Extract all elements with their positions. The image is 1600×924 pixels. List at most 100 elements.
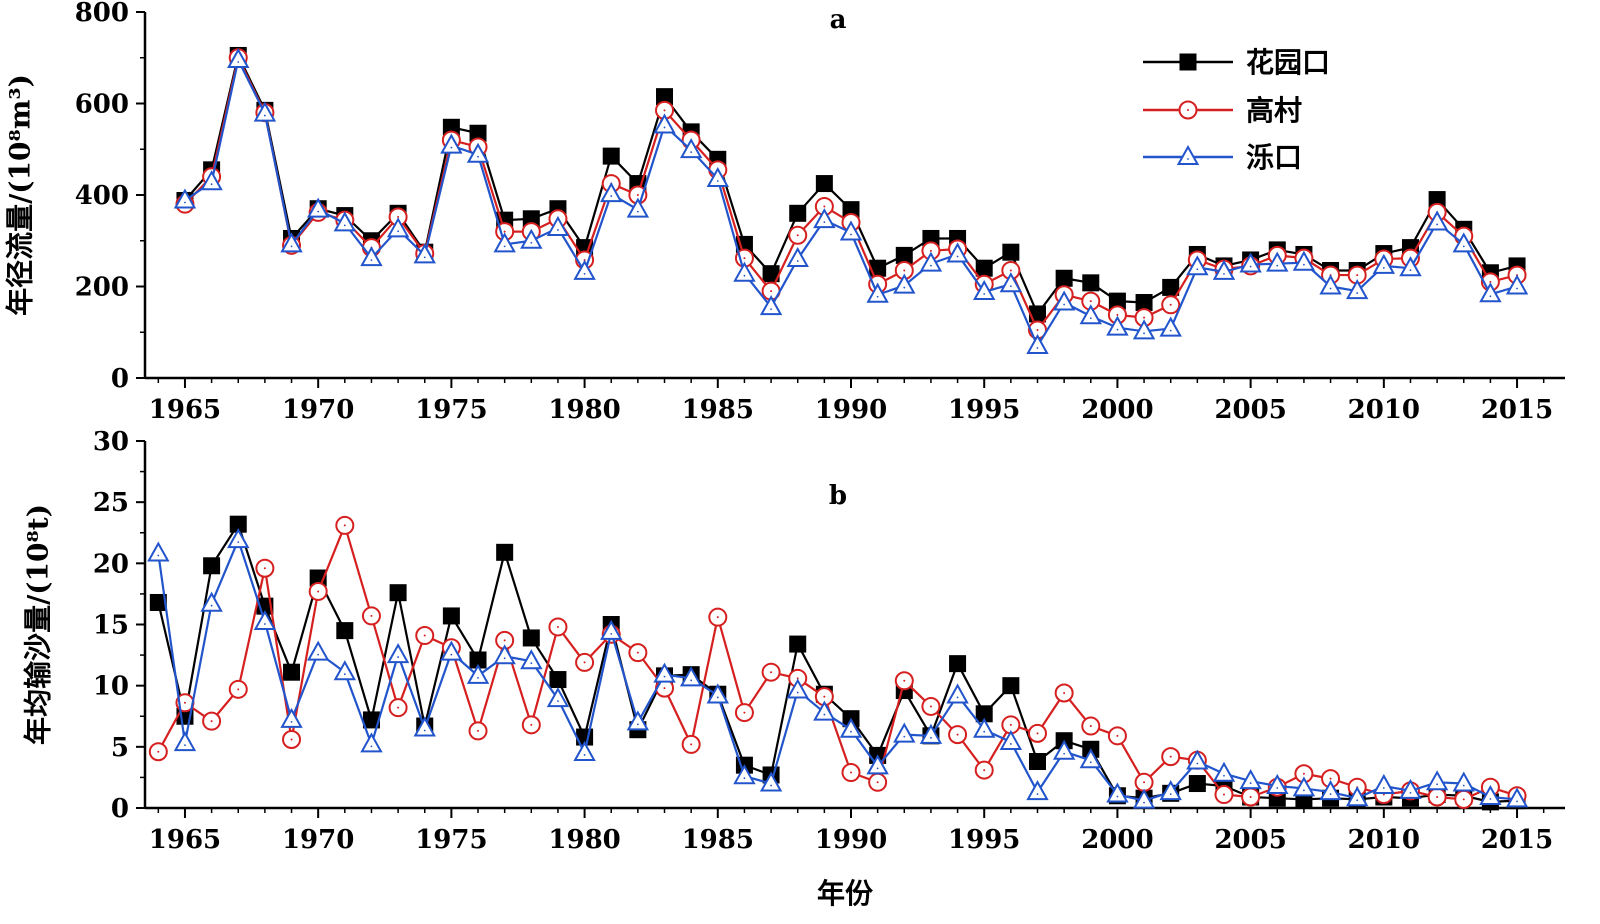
x-tick-label: 2000 <box>1081 825 1153 855</box>
data-point-triangle-48 <box>1425 770 1449 791</box>
data-point-triangle-9 <box>413 243 436 264</box>
data-point-dot-37 <box>1169 329 1172 332</box>
data-point-dot-51 <box>1516 800 1518 803</box>
data-point-triangle-48 <box>1452 232 1475 253</box>
data-point-dot-39 <box>1196 762 1199 765</box>
data-point-square-14 <box>522 629 540 647</box>
x-tick-label: 1995 <box>948 395 1020 425</box>
data-point-square-16 <box>602 147 620 165</box>
data-point-dot-14 <box>557 229 559 231</box>
data-point-dot-50 <box>1489 798 1492 800</box>
data-point-triangle-4 <box>253 610 277 631</box>
data-point-dot-13 <box>503 639 506 642</box>
data-point-dot-35 <box>1116 313 1119 316</box>
legend-label: 花园口 <box>1246 46 1330 79</box>
data-point-dot-36 <box>1143 332 1145 335</box>
data-point-dot-10 <box>450 146 453 149</box>
y-tick-label: 200 <box>75 273 129 303</box>
data-point-triangle-22 <box>733 764 756 785</box>
x-tick-label: 2015 <box>1481 395 1553 425</box>
data-point-triangle-17 <box>600 619 623 640</box>
data-point-triangle-legend-2 <box>1176 144 1200 165</box>
data-point-triangle-20 <box>679 666 703 687</box>
data-point-dot-31 <box>1009 269 1012 272</box>
data-point-triangle-47 <box>1399 778 1422 799</box>
data-point-triangle-33 <box>1026 780 1049 801</box>
data-point-dot-34 <box>1089 300 1092 303</box>
data-point-dot-25 <box>823 695 826 698</box>
data-point-triangle-30 <box>973 279 996 300</box>
data-point-triangle-28 <box>893 722 916 743</box>
data-point-triangle-3 <box>227 528 250 549</box>
data-point-square-39 <box>1188 775 1206 793</box>
data-point-dot-23 <box>770 671 773 674</box>
data-point-dot-41 <box>1276 264 1279 267</box>
data-point-square-37 <box>1162 278 1180 296</box>
data-point-triangle-47 <box>1425 210 1449 231</box>
data-point-square-5 <box>283 663 301 681</box>
data-point-dot-27 <box>903 269 906 272</box>
data-point-dot-21 <box>716 696 719 699</box>
data-point-dot-35 <box>1089 725 1092 728</box>
data-point-triangle-30 <box>946 683 969 704</box>
data-point-triangle-1 <box>173 731 197 752</box>
x-tick-label: 2010 <box>1348 825 1420 855</box>
data-point-dot-46 <box>1382 793 1385 796</box>
series-3 <box>147 528 1529 809</box>
x-tick-label: 1985 <box>682 825 754 855</box>
panel-label: a <box>830 5 847 35</box>
data-point-dot-8 <box>397 215 400 218</box>
data-point-dot-28 <box>930 264 932 267</box>
data-point-triangle-21 <box>706 683 729 704</box>
data-point-dot-44 <box>1356 292 1359 294</box>
data-point-triangle-25 <box>813 700 836 721</box>
data-point-dot-41 <box>1249 782 1252 784</box>
data-point-triangle-10 <box>413 716 436 737</box>
data-point-dot-40 <box>1223 774 1225 777</box>
data-point-dot-7 <box>343 524 346 527</box>
data-point-square-30 <box>975 259 993 277</box>
legend-item-3: 泺口 <box>1143 141 1302 174</box>
data-point-dot-41 <box>1249 795 1252 798</box>
data-point-dot-27 <box>903 286 906 289</box>
data-point-dot-8 <box>370 614 373 617</box>
data-point-dot-23 <box>796 234 799 237</box>
x-tick-label: 1970 <box>282 395 354 425</box>
data-point-triangle-4 <box>280 232 303 253</box>
data-point-triangle-13 <box>520 228 543 249</box>
data-point-triangle-44 <box>1319 780 1342 801</box>
data-point-dot-11 <box>477 155 479 158</box>
data-point-dot-24 <box>823 221 826 224</box>
y-tick-label: 800 <box>75 0 129 28</box>
data-point-square-2 <box>203 557 221 575</box>
data-point-triangle-15 <box>546 687 570 708</box>
data-point-dot-36 <box>1143 316 1146 319</box>
data-point-dot-7 <box>370 259 373 262</box>
data-point-dot-44 <box>1329 777 1332 780</box>
data-point-dot-32 <box>1009 743 1012 745</box>
data-point-dot-42 <box>1276 787 1279 789</box>
data-point-triangle-24 <box>813 208 836 229</box>
data-point-dot-43 <box>1303 789 1305 792</box>
data-point-dot-32 <box>1009 723 1012 726</box>
data-point-dot-8 <box>370 745 373 748</box>
data-point-dot-16 <box>583 661 586 664</box>
data-point-triangle-41 <box>1239 769 1262 790</box>
data-point-triangle-39 <box>1186 749 1209 770</box>
data-point-triangle-10 <box>440 133 463 154</box>
data-point-triangle-8 <box>360 732 383 753</box>
data-point-triangle-7 <box>360 246 383 267</box>
data-point-dot-26 <box>850 730 852 733</box>
data-point-dot-47 <box>1409 791 1412 794</box>
data-point-dot-27 <box>876 781 879 784</box>
data-point-dot-40 <box>1249 265 1252 268</box>
data-point-dot-18 <box>663 109 666 112</box>
data-point-dot-38 <box>1169 755 1172 758</box>
data-point-dot-48 <box>1436 783 1439 786</box>
data-point-dot-4 <box>263 623 266 625</box>
data-point-dot-37 <box>1143 781 1146 784</box>
data-point-triangle-25 <box>839 220 863 241</box>
data-point-dot-45 <box>1382 267 1385 269</box>
x-tick-label: 1965 <box>149 825 221 855</box>
